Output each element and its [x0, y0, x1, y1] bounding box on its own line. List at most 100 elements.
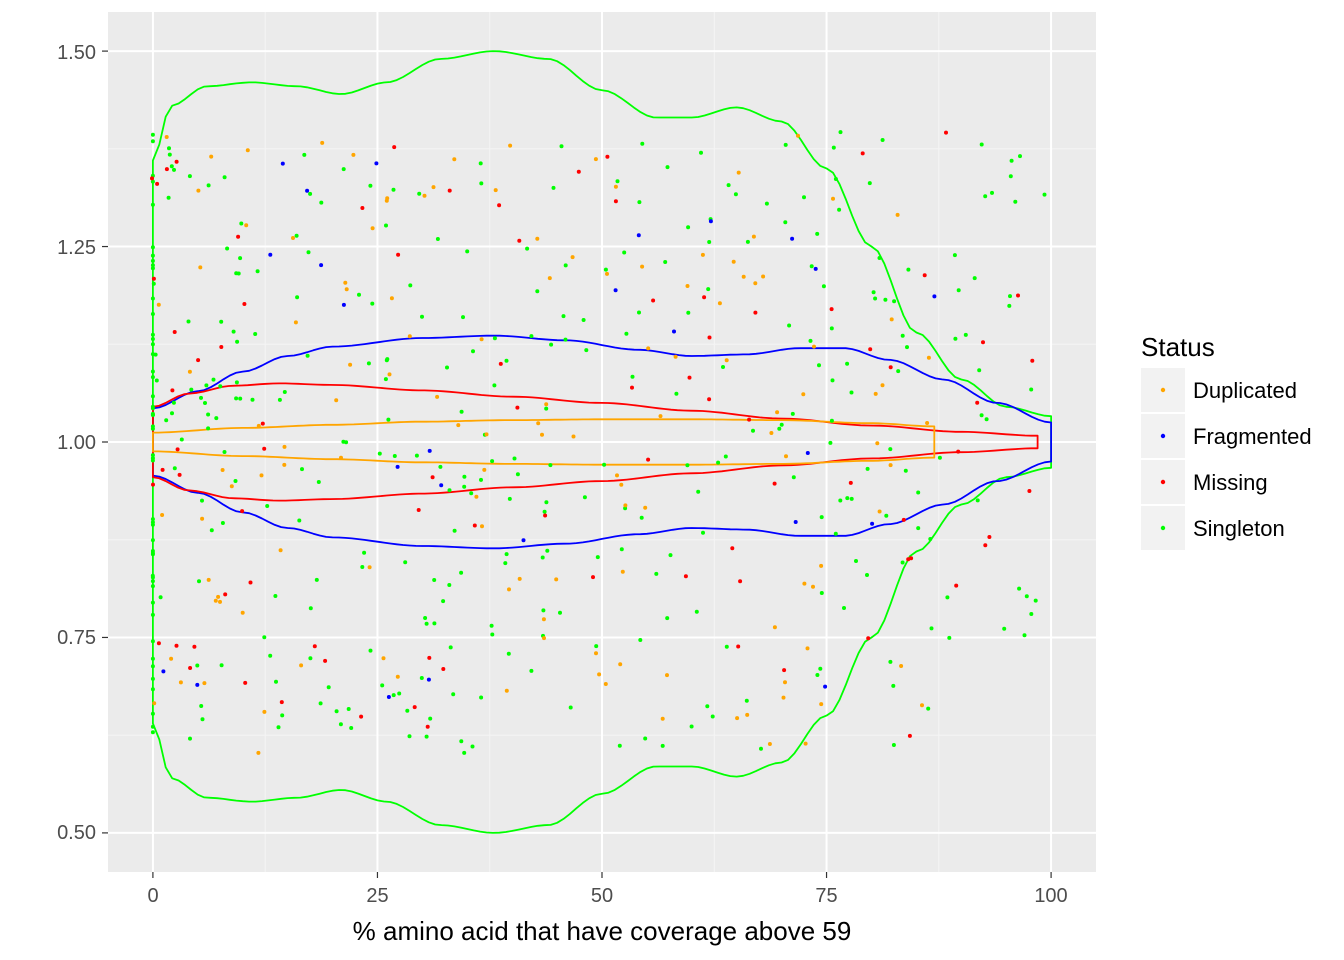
point-singleton — [295, 295, 300, 300]
point-singleton — [707, 240, 712, 244]
point-missing — [860, 151, 865, 156]
point-singleton — [318, 701, 323, 706]
point-missing — [646, 457, 651, 462]
point-duplicated — [256, 750, 261, 755]
point-duplicated — [831, 196, 835, 201]
point-singleton — [916, 526, 921, 531]
point-duplicated — [540, 432, 544, 437]
point-singleton — [849, 496, 854, 501]
point-singleton — [233, 479, 238, 483]
point-singleton — [459, 739, 464, 744]
point-singleton — [204, 383, 209, 388]
point-missing — [219, 345, 224, 349]
point-singleton — [726, 183, 731, 188]
point-singleton — [818, 666, 823, 671]
point-singleton — [150, 520, 155, 525]
point-singleton — [623, 506, 628, 511]
point-singleton — [892, 299, 897, 304]
point-missing — [543, 513, 548, 518]
point-duplicated — [244, 223, 249, 228]
point-missing — [944, 130, 948, 135]
point-singleton — [150, 612, 155, 617]
point-singleton — [166, 195, 171, 200]
point-missing — [848, 480, 853, 485]
point-duplicated — [351, 152, 356, 157]
point-duplicated — [334, 398, 339, 403]
point-singleton — [150, 404, 155, 409]
point-missing — [192, 644, 197, 649]
point-singleton — [561, 314, 566, 319]
point-duplicated — [381, 656, 386, 661]
point-missing — [983, 543, 988, 548]
point-singleton — [405, 708, 410, 713]
point-singleton — [448, 645, 453, 650]
point-duplicated — [597, 672, 602, 677]
point-duplicated — [291, 236, 295, 240]
point-duplicated — [646, 346, 651, 351]
point-duplicated — [395, 674, 400, 679]
point-singleton — [383, 377, 388, 382]
point-singleton — [685, 463, 690, 468]
point-singleton — [206, 412, 211, 417]
point-singleton — [563, 263, 568, 268]
point-duplicated — [613, 184, 618, 189]
point-duplicated — [801, 392, 806, 397]
point-singleton — [150, 676, 155, 681]
point-singleton — [250, 397, 255, 402]
point-singleton — [830, 378, 835, 383]
point-singleton — [638, 638, 643, 642]
point-singleton — [489, 623, 494, 628]
point-singleton — [306, 250, 311, 255]
point-duplicated — [593, 157, 598, 162]
point-duplicated — [570, 255, 575, 260]
point-singleton — [150, 584, 155, 589]
point-singleton — [802, 195, 806, 200]
x-tick-label-100: 100 — [1034, 885, 1067, 907]
point-duplicated — [761, 274, 766, 279]
point-singleton — [218, 384, 223, 389]
point-duplicated — [819, 702, 824, 707]
point-singleton — [200, 498, 204, 503]
point-duplicated — [220, 468, 225, 472]
point-singleton — [403, 560, 408, 565]
point-singleton — [654, 571, 659, 576]
point-missing — [164, 167, 169, 172]
point-singleton — [975, 498, 980, 503]
point-missing — [172, 330, 177, 334]
point-duplicated — [920, 703, 924, 708]
point-singleton — [219, 319, 224, 324]
point-missing — [707, 397, 712, 402]
point-missing — [747, 417, 752, 422]
y-tick-label-100: 1.00 — [57, 432, 96, 454]
point-missing — [829, 307, 834, 312]
point-singleton — [891, 683, 896, 688]
grid-lines — [102, 12, 1096, 878]
point-singleton — [408, 283, 413, 288]
point-singleton — [819, 591, 824, 595]
point-singleton — [665, 616, 670, 621]
legend-item-fragmented: Fragmented — [1141, 414, 1312, 458]
point-duplicated — [888, 463, 893, 468]
point-singleton — [952, 253, 957, 258]
point-singleton — [150, 600, 155, 605]
point-duplicated — [344, 287, 349, 292]
point-singleton — [842, 606, 846, 610]
legend: Status Duplicated Fragmented Missing Sin… — [1141, 332, 1312, 550]
point-duplicated — [508, 143, 513, 148]
x-tick-label-50: 50 — [591, 885, 613, 907]
point-singleton — [432, 578, 437, 582]
point-duplicated — [156, 302, 161, 307]
point-duplicated — [640, 264, 645, 269]
point-singleton — [838, 498, 843, 503]
point-duplicated — [482, 467, 487, 472]
point-singleton — [262, 635, 267, 640]
point-singleton — [167, 146, 171, 151]
point-missing — [1030, 358, 1035, 363]
point-singleton — [540, 555, 545, 560]
point-fragmented — [386, 695, 391, 699]
point-singleton — [150, 517, 155, 522]
point-duplicated — [348, 362, 353, 367]
point-singleton — [759, 746, 763, 751]
point-duplicated — [160, 513, 165, 517]
point-singleton — [154, 378, 159, 383]
